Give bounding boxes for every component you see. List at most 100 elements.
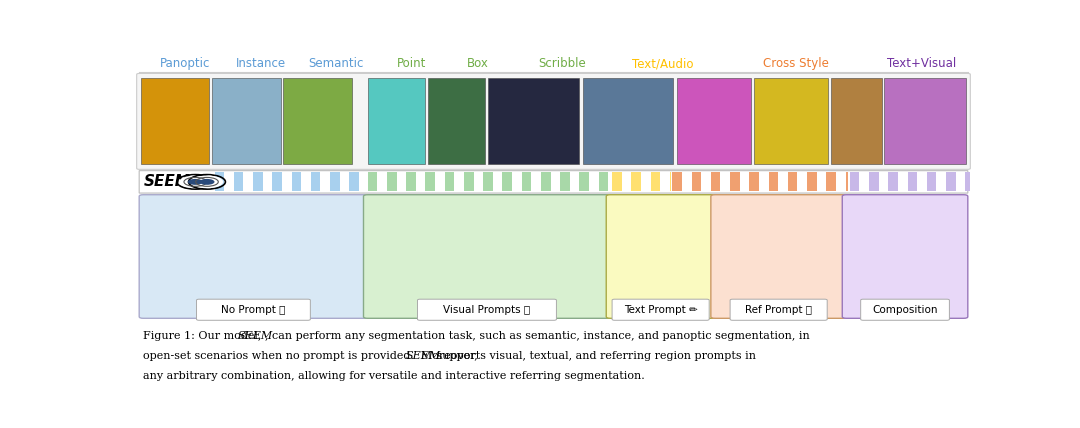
Bar <box>301 172 311 191</box>
Text: Box: Box <box>468 57 489 70</box>
Text: SEEM: SEEM <box>144 174 190 189</box>
Bar <box>888 172 897 191</box>
Bar <box>936 172 946 191</box>
Text: Composition: Composition <box>873 305 937 315</box>
Bar <box>608 172 610 191</box>
Bar <box>377 172 387 191</box>
Bar <box>406 172 416 191</box>
Bar <box>917 172 927 191</box>
Bar <box>946 172 956 191</box>
Bar <box>720 172 730 191</box>
Bar <box>272 172 282 191</box>
FancyBboxPatch shape <box>197 299 310 320</box>
Text: open-set scenarios when no prompt is provided.  Moreover,: open-set scenarios when no prompt is pro… <box>144 351 482 361</box>
FancyBboxPatch shape <box>364 195 610 318</box>
Circle shape <box>200 179 215 185</box>
Text: SEEM: SEEM <box>238 331 273 342</box>
Bar <box>225 172 233 191</box>
Bar <box>367 172 377 191</box>
Bar <box>640 172 650 191</box>
Bar <box>488 78 579 164</box>
Bar <box>673 172 681 191</box>
Bar <box>396 172 406 191</box>
Text: No Prompt 🖼: No Prompt 🖼 <box>221 305 285 315</box>
Bar <box>797 172 807 191</box>
Bar <box>243 172 253 191</box>
Bar <box>455 172 464 191</box>
Bar <box>502 172 512 191</box>
Bar <box>359 172 365 191</box>
Bar <box>283 78 352 164</box>
Bar <box>711 172 720 191</box>
Bar <box>787 172 797 191</box>
Bar <box>612 172 622 191</box>
Bar <box>435 172 445 191</box>
Bar <box>215 172 225 191</box>
Bar <box>691 172 701 191</box>
Bar <box>580 172 589 191</box>
Bar <box>769 172 779 191</box>
Bar <box>483 172 492 191</box>
Bar <box>740 172 750 191</box>
Bar <box>846 172 848 191</box>
Bar <box>759 172 769 191</box>
Bar <box>321 172 330 191</box>
Bar <box>869 172 879 191</box>
Bar <box>464 172 473 191</box>
Bar <box>262 172 272 191</box>
Bar <box>650 172 660 191</box>
Bar <box>832 78 881 164</box>
Bar <box>387 172 396 191</box>
Bar <box>512 172 522 191</box>
Bar <box>522 172 531 191</box>
Bar <box>541 172 551 191</box>
FancyBboxPatch shape <box>861 299 949 320</box>
Bar <box>966 172 970 191</box>
Bar <box>956 172 966 191</box>
Text: supports visual, textual, and referring region prompts in: supports visual, textual, and referring … <box>433 351 756 361</box>
Text: Cross Style: Cross Style <box>764 57 829 70</box>
Bar <box>681 172 691 191</box>
Bar <box>907 172 917 191</box>
Text: Scribble: Scribble <box>538 57 585 70</box>
FancyBboxPatch shape <box>730 299 827 320</box>
Text: Figure 1: Our model,: Figure 1: Our model, <box>144 331 266 342</box>
FancyBboxPatch shape <box>612 299 710 320</box>
Bar <box>850 172 860 191</box>
Circle shape <box>191 175 224 188</box>
Bar <box>677 78 751 164</box>
Bar <box>570 172 580 191</box>
Bar <box>140 78 210 164</box>
Bar <box>282 172 292 191</box>
Text: any arbitrary combination, allowing for versatile and interactive referring segm: any arbitrary combination, allowing for … <box>144 371 645 381</box>
Bar <box>212 78 281 164</box>
Bar <box>492 172 502 191</box>
Bar <box>860 172 869 191</box>
Circle shape <box>188 179 203 185</box>
Bar <box>426 172 435 191</box>
Bar <box>367 78 424 164</box>
Text: Text/Audio: Text/Audio <box>632 57 693 70</box>
Text: Point: Point <box>396 57 426 70</box>
FancyBboxPatch shape <box>418 299 556 320</box>
FancyBboxPatch shape <box>711 195 847 318</box>
Bar <box>897 172 907 191</box>
Bar <box>589 172 598 191</box>
FancyBboxPatch shape <box>606 195 715 318</box>
Bar <box>816 172 826 191</box>
Bar <box>927 172 936 191</box>
Bar <box>750 172 759 191</box>
FancyBboxPatch shape <box>139 195 367 318</box>
Bar <box>632 172 640 191</box>
Text: Visual Prompts 🎨: Visual Prompts 🎨 <box>444 305 530 315</box>
Bar <box>292 172 301 191</box>
Text: , can perform any segmentation task, such as semantic, instance, and panoptic se: , can perform any segmentation task, suc… <box>266 331 810 342</box>
Text: Ref Prompt 🖼: Ref Prompt 🖼 <box>745 305 812 315</box>
Bar <box>428 78 485 164</box>
Text: Semantic: Semantic <box>308 57 364 70</box>
Bar <box>826 172 836 191</box>
Bar <box>879 172 888 191</box>
Bar <box>807 172 816 191</box>
Bar <box>416 172 426 191</box>
Bar <box>349 172 359 191</box>
